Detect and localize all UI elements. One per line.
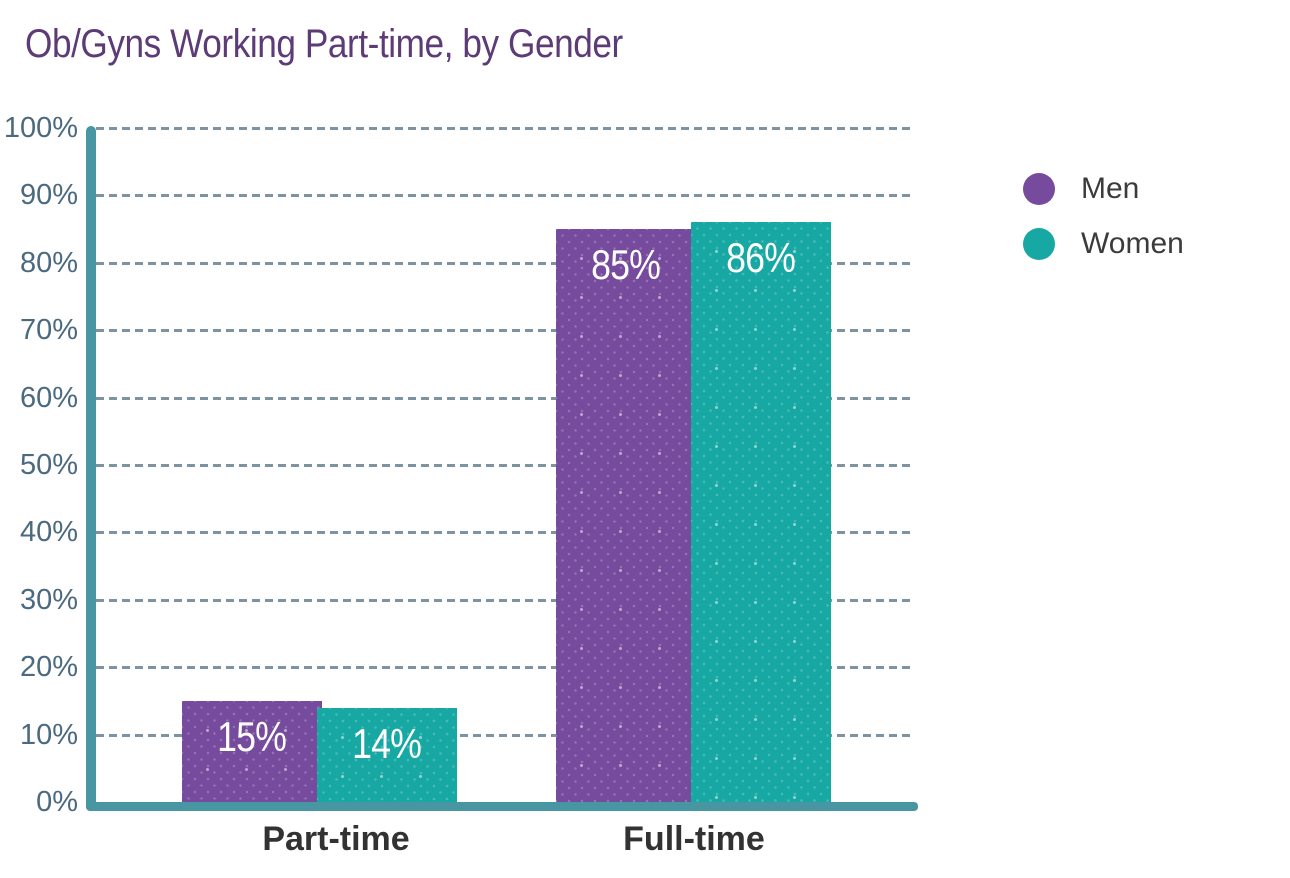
- gridline-50%: [96, 464, 915, 467]
- bar-value-label: 15%: [217, 712, 288, 760]
- y-tick-label-80%: 80%: [19, 246, 78, 279]
- y-axis-line: [86, 126, 96, 811]
- y-tick-label-50%: 50%: [19, 449, 78, 481]
- gridline-90%: [96, 194, 915, 198]
- bar-men-part-time: 15%: [182, 700, 322, 802]
- y-tick-label-10%: 10%: [19, 718, 78, 751]
- legend-label: Women: [1081, 227, 1184, 260]
- legend-swatch-men: [1023, 173, 1055, 205]
- chart-title: Ob/Gyns Working Part-time, by Gender: [25, 22, 623, 66]
- bar-women-full-time: 86%: [691, 222, 831, 802]
- y-tick-label-40%: 40%: [19, 516, 78, 549]
- legend-label: Men: [1081, 172, 1140, 205]
- bar-value-label: 86%: [726, 234, 797, 282]
- y-tick-label-0%: 0%: [36, 786, 78, 818]
- gridline-30%: [96, 598, 915, 602]
- x-axis-line: [86, 802, 918, 811]
- gridline-100%: [96, 127, 915, 130]
- x-category-label-part-time: Part-time: [262, 820, 410, 858]
- legend-swatch-women: [1023, 228, 1055, 260]
- bar-men-full-time: 85%: [556, 229, 696, 802]
- y-tick-label-70%: 70%: [19, 314, 78, 347]
- legend: Men Women: [1023, 172, 1184, 261]
- y-tick-label-100%: 100%: [3, 112, 78, 144]
- gridline-60%: [96, 396, 915, 400]
- y-tick-label-60%: 60%: [19, 381, 78, 414]
- y-tick-label-90%: 90%: [19, 179, 78, 212]
- gridline-20%: [96, 666, 915, 670]
- gridline-40%: [96, 531, 915, 535]
- y-tick-label-20%: 20%: [19, 651, 78, 684]
- x-category-label-full-time: Full-time: [623, 820, 765, 858]
- bar-value-label: 85%: [591, 241, 662, 289]
- legend-item-men: Men: [1023, 172, 1184, 206]
- gridline-80%: [96, 261, 915, 265]
- gridline-10%: [96, 733, 915, 737]
- legend-item-women: Women: [1023, 227, 1184, 261]
- gridline-70%: [96, 329, 915, 333]
- bar-women-part-time: 14%: [317, 707, 457, 802]
- y-tick-label-30%: 30%: [19, 583, 78, 616]
- bar-value-label: 14%: [352, 719, 423, 767]
